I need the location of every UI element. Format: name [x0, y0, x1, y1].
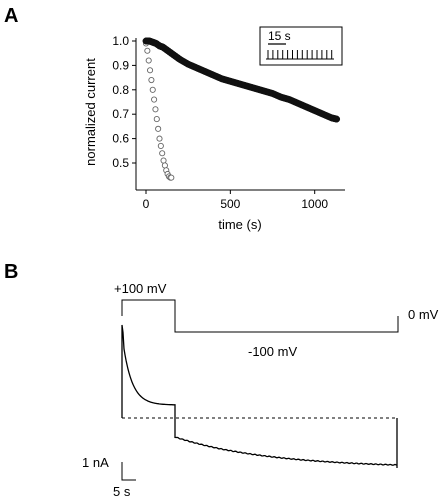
a-open-point: [156, 135, 163, 142]
b-label-minus100: -100 mV: [248, 344, 297, 359]
b-scale-x-label: 5 s: [113, 484, 131, 499]
a-open-point: [160, 157, 167, 164]
a-y-ticks: 0.5 0.6 0.7 0.8 0.9 1.0: [112, 34, 136, 170]
a-open-point: [161, 162, 168, 169]
a-y-tick-label: 0.8: [112, 83, 129, 97]
a-y-axis-label: normalized current: [83, 58, 98, 166]
a-x-axis-label: time (s): [218, 217, 261, 232]
a-open-point: [146, 67, 154, 74]
a-series: [142, 37, 341, 181]
a-open-point: [155, 125, 162, 132]
a-y-tick-label: 0.9: [112, 58, 129, 72]
b-current-trace: [121, 324, 398, 468]
a-y-tick-label: 1.0: [112, 34, 129, 48]
a-open-point: [144, 47, 151, 54]
panel-b-chart: +100 mV 0 mV -100 mV 1 nA 5 s: [82, 281, 439, 499]
b-label-plus100: +100 mV: [114, 281, 167, 296]
a-inset-scale-label: 15 s: [268, 29, 291, 43]
a-open-point: [157, 142, 164, 149]
b-scale-bar: [121, 462, 136, 481]
a-open-point: [159, 150, 166, 157]
a-open-point: [148, 76, 155, 84]
b-label-zero: 0 mV: [408, 307, 439, 322]
b-voltage-protocol: [121, 299, 399, 333]
a-open-point: [168, 174, 175, 181]
a-open-point: [145, 57, 152, 64]
a-filled-point: [333, 115, 341, 123]
panel-b-letter: B: [4, 261, 18, 283]
a-open-point: [149, 86, 156, 93]
panel-a-chart: 0.5 0.6 0.7 0.8 0.9 1.0 0 500 1000 normalized c…: [83, 26, 345, 232]
a-open-point: [151, 96, 158, 103]
a-x-ticks: 0 500 1000: [143, 190, 328, 211]
panel-a-letter: A: [4, 5, 18, 27]
a-open-point: [152, 106, 159, 113]
a-y-tick-label: 0.5: [112, 156, 129, 170]
a-y-tick-label: 0.7: [112, 107, 129, 121]
a-x-tick-label: 1000: [301, 197, 328, 211]
a-x-tick-label: 0: [143, 197, 150, 211]
b-scale-y-label: 1 nA: [82, 455, 109, 470]
a-inset-pulses: [266, 50, 334, 60]
a-open-point: [153, 116, 160, 123]
a-inset: 15 s: [259, 26, 343, 66]
a-x-tick-label: 500: [220, 197, 240, 211]
a-y-tick-label: 0.6: [112, 132, 129, 146]
